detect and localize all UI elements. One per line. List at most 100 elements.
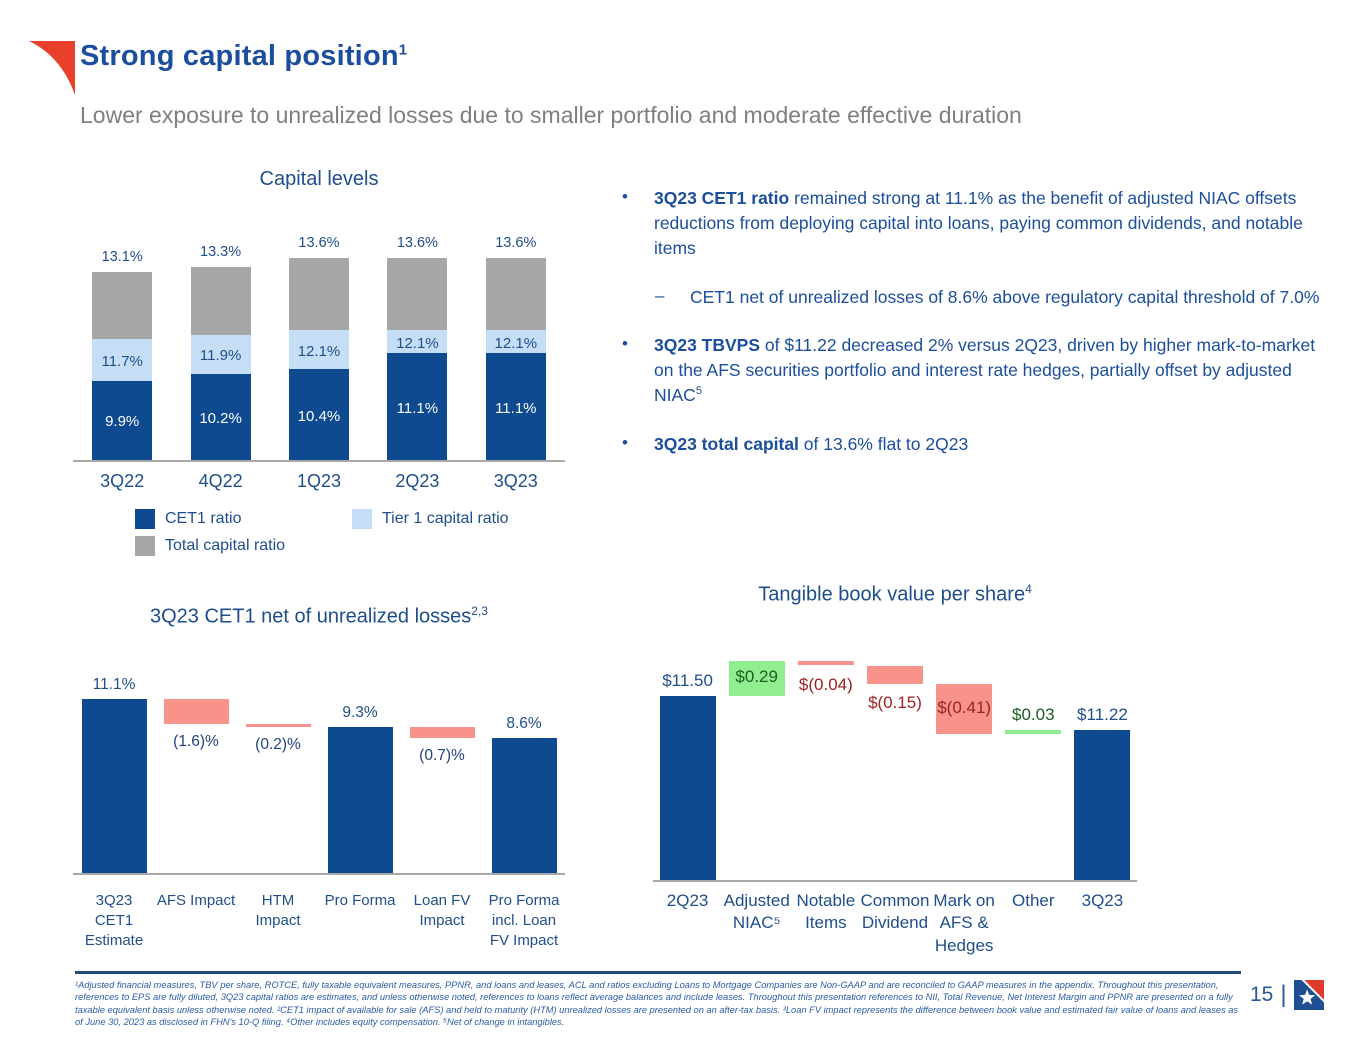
bar-label-cet1: 11.1% — [495, 399, 537, 417]
bar-segment-tier1 — [485, 330, 546, 354]
bullet-body: remained strong at 11.1% as the benefit … — [654, 188, 1303, 258]
bar-label-cet1: 11.1% — [396, 399, 439, 417]
waterfall-bar — [1074, 730, 1131, 880]
tbv-waterfall-x-axis: 2Q23 Adjusted NIAC⁵ Notable Items Common Di… — [653, 890, 1137, 980]
first-horizon-logo-icon — [1293, 980, 1324, 1010]
page-subtitle: Lower exposure to unrealized losses due … — [80, 102, 1022, 128]
legend-label-tier1: Tier 1 capital ratio — [382, 510, 509, 527]
legend-swatch-cet1 — [135, 509, 155, 529]
bar-segment-cet1 — [289, 369, 349, 460]
bar-label-total-capital: 13.6% — [495, 235, 537, 252]
sub-bullet-cet1-net-of-losses: – CET1 net of unrealized losses of 8.6% … — [655, 285, 1327, 310]
x-axis-label: AFS Impact — [156, 892, 236, 909]
bar-segment-cet1 — [92, 380, 153, 460]
x-axis-label: Pro Forma — [324, 892, 396, 909]
bullet-bold-lead: 3Q23 CET1 ratio — [654, 188, 790, 208]
bar-value-label: (1.6)% — [173, 732, 219, 750]
waterfall-bar — [1005, 730, 1062, 734]
bullet-marker: • — [622, 432, 628, 452]
bar-label-tier1: 11.9% — [199, 347, 242, 365]
sub-bullet-text: CET1 net of unrealized losses of 8.6% ab… — [690, 285, 1319, 310]
bullet-tbvps-text: 3Q23 TBVPS of $11.22 decreased 2% versus… — [654, 333, 1327, 408]
x-axis-label: 2Q23 — [666, 891, 709, 910]
waterfall-bar — [797, 660, 854, 666]
bar-label-cet1: 10.2% — [199, 409, 242, 427]
bar-value-label: $0.29 — [735, 667, 778, 687]
bar-label-tier1: 11.7% — [101, 352, 143, 370]
x-axis-label: 3Q23 — [493, 471, 538, 491]
cet1-waterfall-title: 3Q23 CET1 net of unrealized losses2,3 — [73, 604, 565, 629]
bar-segment-cet1 — [485, 353, 546, 460]
bar-segment-cet1 — [190, 373, 251, 460]
bar-value-label: (0.2)% — [255, 736, 301, 754]
x-axis-label: 3Q23 — [1081, 891, 1124, 910]
legend-item-total-capital-ratio: Total capital ratio — [135, 536, 285, 556]
x-axis-label: 4Q22 — [198, 471, 243, 491]
tbv-waterfall-plot: $11.50 $0.29 $(0.04) $(0.15) $(0.41) $0.03 $11… — [653, 640, 1137, 882]
x-axis-label: HTM Impact — [255, 892, 301, 929]
x-axis-label: Loan FV Impact — [413, 892, 471, 929]
bullet-body: of $11.22 decreased 2% versus 2Q23, driv… — [654, 335, 1316, 406]
x-axis-label: Common Dividend — [860, 891, 930, 933]
bar-value-label: $11.22 — [1077, 705, 1128, 725]
legend-swatch-tier1 — [352, 509, 372, 529]
capital-levels-x-axis: 3Q22 4Q22 1Q23 2Q23 3Q23 — [73, 470, 565, 498]
tbv-waterfall-chart: Tangible book value per share4 $11.50 $0.… — [653, 582, 1137, 972]
footer-divider — [75, 971, 1241, 974]
bar-label-cet1: 10.4% — [297, 407, 341, 425]
x-axis-label: 3Q22 — [100, 471, 145, 491]
bar-label-total-capital: 13.1% — [101, 249, 143, 266]
footnote-ref: 5 — [695, 385, 702, 398]
bullet-marker: • — [622, 187, 628, 206]
tbv-waterfall-title-text: Tangible book value per share — [758, 583, 1026, 606]
capital-levels-chart: Capital levels 9.9% 11.7% 13.1% 10.2% 11.9% 1… — [73, 168, 565, 568]
waterfall-bar — [163, 698, 229, 724]
bar-segment-cet1 — [387, 353, 448, 460]
legend-label-total-capital: Total capital ratio — [165, 537, 286, 554]
bar-segment-total-capital — [485, 258, 546, 331]
bullet-bold-lead: 3Q23 total capital — [654, 433, 799, 454]
x-axis-label: 2Q23 — [395, 471, 440, 491]
x-axis-label: Pro Forma incl. Loan FV Impact — [488, 892, 560, 949]
bar-label-total-capital: 13.3% — [200, 244, 242, 261]
brand-flag-icon — [29, 41, 75, 95]
bar-segment-total-capital — [289, 258, 349, 331]
x-axis-label: Other — [1012, 891, 1055, 910]
footnotes: ¹Adjusted financial measures, TBV per sh… — [75, 980, 1239, 1027]
bar-segment-total-capital — [387, 258, 448, 331]
x-axis-label: 3Q23 CET1 Estimate — [84, 892, 144, 949]
waterfall-bar — [728, 660, 785, 696]
bar-value-label: (0.7)% — [419, 746, 465, 764]
bullet-marker: • — [622, 334, 628, 354]
waterfall-bar — [327, 726, 393, 873]
page-footer: 15 | — [1250, 980, 1324, 1010]
capital-levels-legend: CET1 ratio Tier 1 capital ratio Total ca… — [135, 509, 565, 561]
waterfall-bar — [491, 737, 557, 873]
page-number: 15 — [1250, 983, 1274, 1006]
bar-label-tier1: 12.1% — [494, 334, 538, 352]
bar-segment-tier1 — [92, 339, 153, 381]
bar-value-label: $(0.04) — [798, 674, 853, 694]
bullet-total-capital-text: 3Q23 total capital of 13.6% flat to 2Q23 — [654, 432, 968, 457]
bar-segment-tier1 — [190, 334, 251, 374]
legend-label-cet1: CET1 ratio — [165, 510, 242, 527]
bar-value-label: $11.50 — [662, 671, 713, 690]
bar-segment-total-capital — [190, 267, 251, 335]
waterfall-bar — [409, 726, 475, 738]
bar-value-label: 11.1% — [92, 675, 136, 693]
sub-bullet-body: CET1 net of unrealized losses of 8.6% ab… — [690, 286, 1320, 307]
bullet-cet1-ratio: • 3Q23 CET1 ratio remained strong at 11.… — [622, 186, 1327, 261]
bar-label-tier1: 12.1% — [396, 334, 439, 352]
bar-label-total-capital: 13.6% — [298, 235, 340, 252]
bar-value-label: 8.6% — [506, 714, 542, 732]
waterfall-bar — [867, 665, 923, 684]
legend-swatch-total-capital — [135, 536, 155, 556]
bullet-bold-lead: 3Q23 TBVPS — [654, 335, 761, 356]
bar-segment-total-capital — [92, 272, 153, 340]
waterfall-bar — [81, 698, 147, 873]
bar-label-tier1: 12.1% — [297, 342, 341, 360]
bar-value-label: $(0.15) — [868, 692, 922, 712]
bar-value-label: 9.3% — [342, 704, 378, 721]
legend-item-tier1-ratio: Tier 1 capital ratio — [352, 509, 509, 529]
